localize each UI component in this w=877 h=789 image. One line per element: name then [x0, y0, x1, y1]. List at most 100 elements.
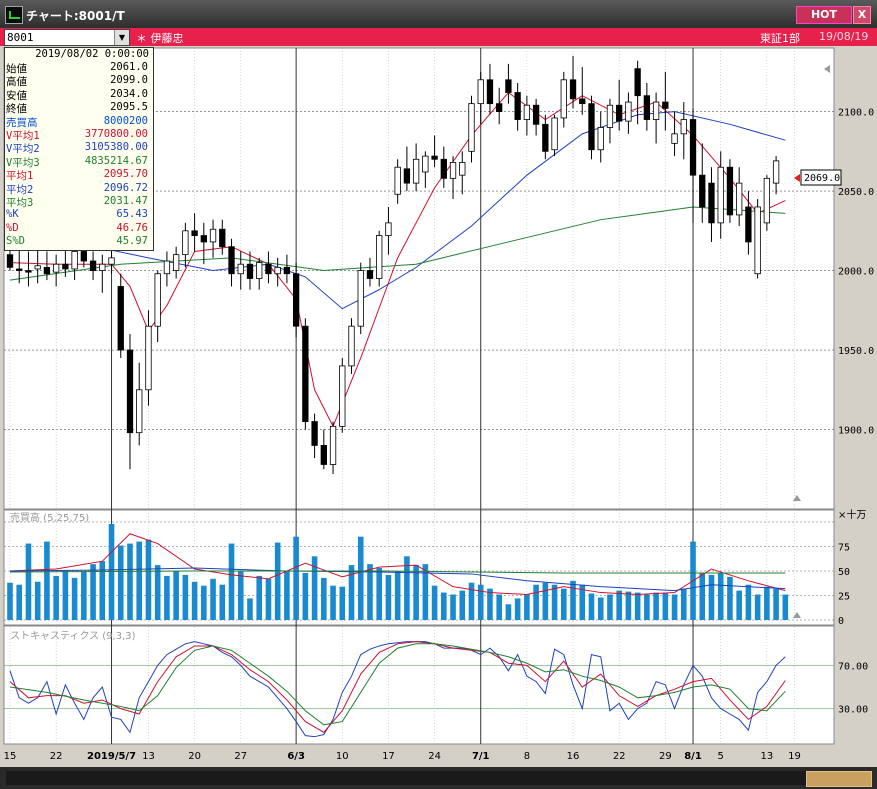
- scroll-thumb[interactable]: [806, 771, 872, 787]
- candle-body: [320, 445, 327, 465]
- volume-bar: [385, 574, 392, 620]
- chart-canvas[interactable]: 15 22 2019/5/7 13 20 27 6/3 10 17 24 7/1 8 16 22 29 8/1…: [0, 46, 877, 767]
- symbol-bar: ▼ ＊ 伊藤忠 東証1部 19/08/19: [0, 28, 877, 46]
- volume-tick-label: 50: [838, 567, 850, 578]
- candle-body: [163, 260, 171, 275]
- volume-average-line: [9, 567, 786, 592]
- stochastic-line: [9, 643, 786, 726]
- candle-body: [209, 228, 217, 243]
- info-row: 安値 2034.0: [5, 88, 151, 102]
- info-row-value: 3105380.00: [84, 141, 148, 154]
- volume-bar: [311, 556, 318, 620]
- volume-bar: [699, 572, 706, 620]
- candle-body: [246, 263, 254, 279]
- volume-bar: [108, 523, 115, 620]
- volume-bar: [127, 543, 133, 620]
- stoch-tick-label: 70.00: [838, 661, 868, 672]
- chevron-down-icon[interactable]: ▼: [114, 30, 129, 45]
- candle-body: [34, 265, 41, 270]
- volume-bar: [754, 594, 761, 620]
- date-tick-label: 8: [524, 751, 530, 762]
- volume-bar: [505, 604, 512, 620]
- info-row-label: V平均3: [6, 156, 40, 169]
- volume-bar: [117, 545, 124, 620]
- info-row-value: 3770800.00: [84, 128, 148, 140]
- symbol-input[interactable]: [7, 30, 107, 44]
- volume-bar: [662, 592, 669, 620]
- volume-bar: [99, 561, 106, 620]
- scroll-up-arrow-icon[interactable]: [824, 65, 830, 73]
- volume-bar: [450, 594, 456, 620]
- volume-bar: [16, 584, 23, 620]
- horizontal-scrollbar[interactable]: [0, 767, 877, 789]
- symbol-name: ＊ 伊藤忠: [136, 30, 184, 46]
- price-tick-label: 1900.0: [838, 426, 874, 437]
- candle-body: [228, 246, 235, 275]
- hot-button[interactable]: HOT: [796, 6, 852, 24]
- volume-bar: [671, 594, 678, 620]
- info-row-value: 45.97: [116, 235, 148, 248]
- info-row-value: 46.76: [116, 221, 148, 234]
- volume-resize-arrow-icon[interactable]: [793, 612, 801, 618]
- info-row-label: 終値: [6, 103, 27, 116]
- volume-bar: [62, 571, 69, 620]
- volume-bar: [367, 564, 373, 620]
- volume-bar: [717, 572, 724, 620]
- candle-body: [403, 168, 411, 184]
- asterisk-mark: ＊: [136, 32, 147, 45]
- candle-body: [680, 119, 687, 135]
- date-tick-label: 8/1: [684, 751, 702, 762]
- volume-bar: [422, 564, 429, 620]
- info-row: V平均1 3770800.00: [5, 128, 151, 142]
- candle-body: [71, 251, 78, 270]
- candle-body: [62, 263, 69, 270]
- volume-bar: [210, 578, 216, 620]
- info-row-value: 65.43: [116, 208, 148, 221]
- panel-resize-arrow-icon[interactable]: [793, 495, 801, 501]
- market-label: 東証1部: [760, 32, 800, 45]
- title-bar[interactable]: チャート:8001/T HOT X: [0, 0, 877, 29]
- candle-body: [754, 206, 761, 275]
- close-button[interactable]: X: [853, 6, 871, 24]
- volume-bar: [616, 590, 622, 620]
- volume-bar: [339, 586, 346, 620]
- info-datetime: 2019/08/02 0:00:00: [35, 48, 149, 60]
- volume-bar: [533, 584, 539, 620]
- scroll-track[interactable]: [6, 771, 870, 785]
- candle-body: [6, 254, 14, 268]
- info-row: V平均2 3105380.00: [5, 141, 151, 155]
- candle-body: [699, 174, 706, 208]
- volume-bar: [496, 594, 502, 620]
- candle-body: [772, 160, 780, 184]
- volume-bar: [708, 574, 715, 620]
- info-row-label: 売買高: [6, 116, 38, 129]
- info-row-value: 2095.70: [103, 168, 148, 181]
- candle-body: [431, 155, 438, 160]
- date-tick-label: 10: [336, 751, 349, 762]
- candle-body: [579, 98, 586, 105]
- info-row-value: 2096.72: [103, 181, 148, 194]
- symbol-combobox[interactable]: ▼: [4, 29, 130, 46]
- date-tick-label: 20: [188, 751, 201, 762]
- info-row-label: %K: [6, 208, 19, 221]
- volume-bar: [164, 575, 170, 620]
- volume-bar: [653, 592, 659, 620]
- candle-body: [99, 263, 106, 271]
- volume-bar: [459, 590, 466, 620]
- candle-body: [43, 266, 51, 275]
- volume-bar: [90, 564, 96, 620]
- volume-bar: [468, 582, 475, 620]
- candle-body: [440, 158, 447, 179]
- candle-body: [736, 182, 743, 216]
- volume-bar: [357, 536, 364, 620]
- volume-bar: [321, 577, 327, 620]
- volume-bar: [441, 592, 447, 620]
- volume-bar: [219, 584, 226, 620]
- candle-body: [745, 206, 752, 243]
- info-row-label: %D: [6, 221, 19, 234]
- symbol-date: 19/08/19: [819, 30, 869, 43]
- info-row-label: S%D: [6, 235, 25, 248]
- volume-bar: [524, 594, 530, 620]
- info-row: 高値 2099.0: [5, 74, 151, 88]
